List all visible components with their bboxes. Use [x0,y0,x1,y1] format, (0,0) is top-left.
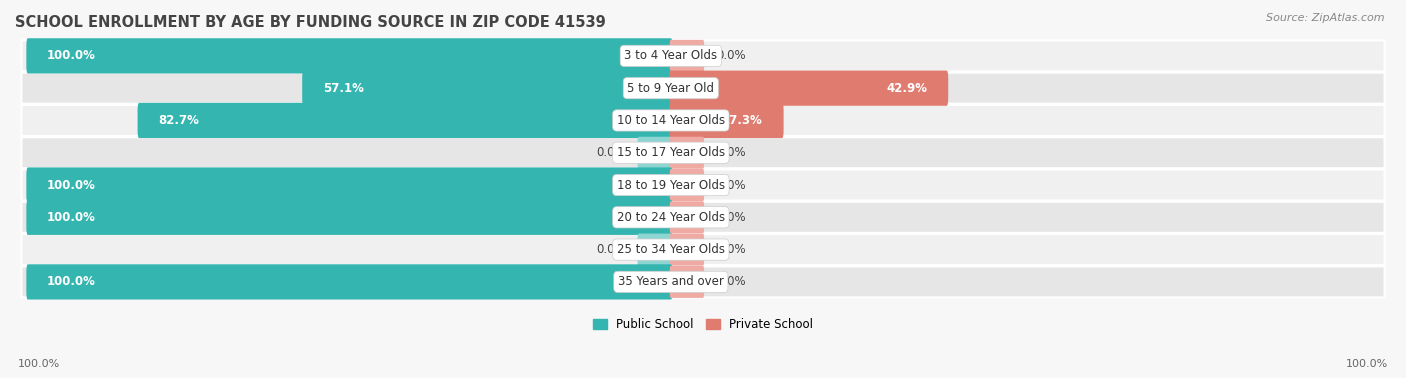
FancyBboxPatch shape [669,71,948,106]
Text: 17.3%: 17.3% [723,114,763,127]
Text: 100.0%: 100.0% [48,276,96,288]
FancyBboxPatch shape [27,264,672,299]
Text: 82.7%: 82.7% [159,114,200,127]
FancyBboxPatch shape [21,169,1385,200]
Text: 100.0%: 100.0% [48,50,96,62]
Text: 0.0%: 0.0% [596,146,626,159]
Text: 100.0%: 100.0% [48,178,96,192]
Text: 0.0%: 0.0% [716,243,745,256]
Text: SCHOOL ENROLLMENT BY AGE BY FUNDING SOURCE IN ZIP CODE 41539: SCHOOL ENROLLMENT BY AGE BY FUNDING SOUR… [15,15,606,30]
FancyBboxPatch shape [637,234,672,266]
FancyBboxPatch shape [669,40,704,72]
Text: 42.9%: 42.9% [886,82,928,94]
Text: 15 to 17 Year Olds: 15 to 17 Year Olds [617,146,725,159]
Text: 20 to 24 Year Olds: 20 to 24 Year Olds [617,211,725,224]
Text: 10 to 14 Year Olds: 10 to 14 Year Olds [617,114,725,127]
FancyBboxPatch shape [27,167,672,203]
Text: 35 Years and over: 35 Years and over [617,276,724,288]
Text: 0.0%: 0.0% [716,211,745,224]
Text: 0.0%: 0.0% [716,276,745,288]
Text: 100.0%: 100.0% [1346,359,1388,369]
FancyBboxPatch shape [669,234,704,266]
FancyBboxPatch shape [21,234,1385,265]
FancyBboxPatch shape [27,38,672,73]
Text: 0.0%: 0.0% [716,50,745,62]
Text: 57.1%: 57.1% [323,82,364,94]
FancyBboxPatch shape [669,201,704,233]
Text: 0.0%: 0.0% [596,243,626,256]
Text: 18 to 19 Year Olds: 18 to 19 Year Olds [617,178,725,192]
FancyBboxPatch shape [669,103,783,138]
Text: 100.0%: 100.0% [48,211,96,224]
Text: 3 to 4 Year Olds: 3 to 4 Year Olds [624,50,717,62]
FancyBboxPatch shape [21,105,1385,136]
FancyBboxPatch shape [302,71,672,106]
FancyBboxPatch shape [669,169,704,201]
Text: 0.0%: 0.0% [716,146,745,159]
FancyBboxPatch shape [138,103,672,138]
Text: 5 to 9 Year Old: 5 to 9 Year Old [627,82,714,94]
Text: 25 to 34 Year Olds: 25 to 34 Year Olds [617,243,725,256]
FancyBboxPatch shape [21,266,1385,297]
FancyBboxPatch shape [21,202,1385,233]
FancyBboxPatch shape [27,200,672,235]
FancyBboxPatch shape [637,137,672,169]
FancyBboxPatch shape [21,73,1385,104]
FancyBboxPatch shape [669,137,704,169]
Legend: Public School, Private School: Public School, Private School [588,313,818,336]
Text: 100.0%: 100.0% [18,359,60,369]
Text: 0.0%: 0.0% [716,178,745,192]
FancyBboxPatch shape [21,40,1385,71]
FancyBboxPatch shape [21,137,1385,168]
Text: Source: ZipAtlas.com: Source: ZipAtlas.com [1267,13,1385,23]
FancyBboxPatch shape [669,266,704,298]
